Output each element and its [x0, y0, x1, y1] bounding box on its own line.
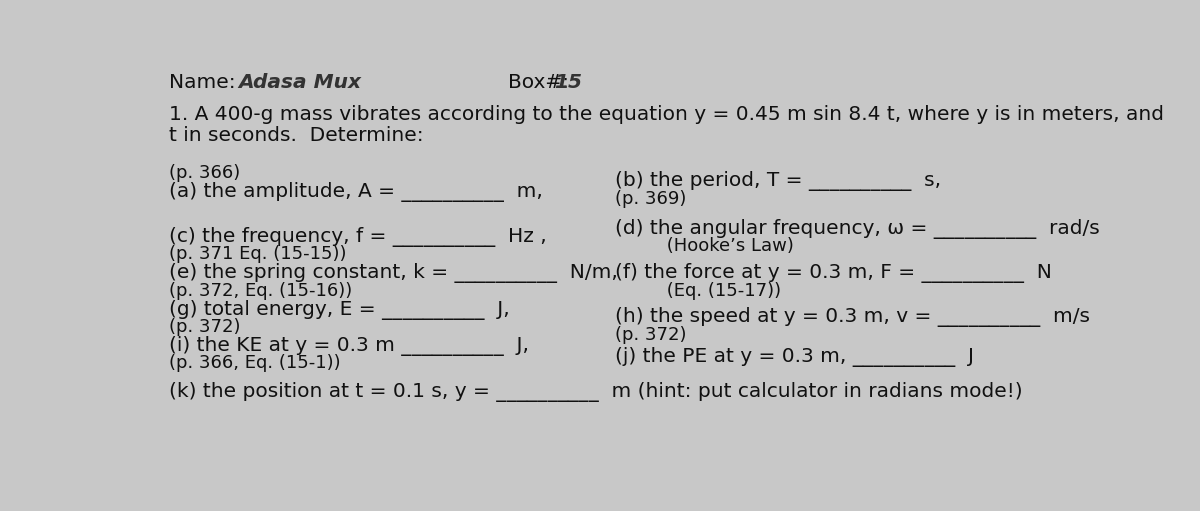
Text: (p. 371 Eq. (15-15)): (p. 371 Eq. (15-15)) — [168, 245, 346, 264]
Text: (Hooke’s Law): (Hooke’s Law) — [616, 237, 794, 255]
Text: (p. 366, Eq. (15-1)): (p. 366, Eq. (15-1)) — [168, 355, 341, 373]
Text: (k) the position at t = 0.1 s, y = __________  m (hint: put calculator in radian: (k) the position at t = 0.1 s, y = _____… — [168, 382, 1022, 402]
Text: (d) the angular frequency, ω = __________  rad/s: (d) the angular frequency, ω = _________… — [616, 219, 1099, 239]
Text: (c) the frequency, f = __________  Hz ,: (c) the frequency, f = __________ Hz , — [168, 227, 546, 247]
Text: (p. 366): (p. 366) — [168, 164, 240, 181]
Text: (g) total energy, E = __________  J,: (g) total energy, E = __________ J, — [168, 300, 509, 320]
Text: Name:: Name: — [168, 73, 241, 92]
Text: Adasa Mux: Adasa Mux — [239, 73, 361, 92]
Text: 1. A 400-g mass vibrates according to the equation y = 0.45 m sin 8.4 t, where y: 1. A 400-g mass vibrates according to th… — [168, 105, 1164, 124]
Text: (j) the PE at y = 0.3 m, __________  J: (j) the PE at y = 0.3 m, __________ J — [616, 347, 974, 367]
Text: (Eq. (15-17)): (Eq. (15-17)) — [616, 282, 781, 299]
Text: 15: 15 — [554, 73, 582, 92]
Text: (p. 369): (p. 369) — [616, 190, 686, 208]
Text: (a) the amplitude, A = __________  m,: (a) the amplitude, A = __________ m, — [168, 182, 542, 202]
Text: (f) the force at y = 0.3 m, F = __________  N: (f) the force at y = 0.3 m, F = ________… — [616, 263, 1052, 283]
Text: Box#:: Box#: — [508, 73, 582, 92]
Text: (b) the period, T = __________  s,: (b) the period, T = __________ s, — [616, 172, 941, 192]
Text: (p. 372): (p. 372) — [616, 326, 686, 344]
Text: (p. 372): (p. 372) — [168, 318, 240, 336]
Text: (h) the speed at y = 0.3 m, v = __________  m/s: (h) the speed at y = 0.3 m, v = ________… — [616, 307, 1090, 327]
Text: t in seconds.  Determine:: t in seconds. Determine: — [168, 126, 424, 145]
Text: (i) the KE at y = 0.3 m __________  J,: (i) the KE at y = 0.3 m __________ J, — [168, 336, 529, 356]
Text: (p. 372, Eq. (15-16)): (p. 372, Eq. (15-16)) — [168, 282, 352, 299]
Text: (e) the spring constant, k = __________  N/m,: (e) the spring constant, k = __________ … — [168, 263, 618, 283]
